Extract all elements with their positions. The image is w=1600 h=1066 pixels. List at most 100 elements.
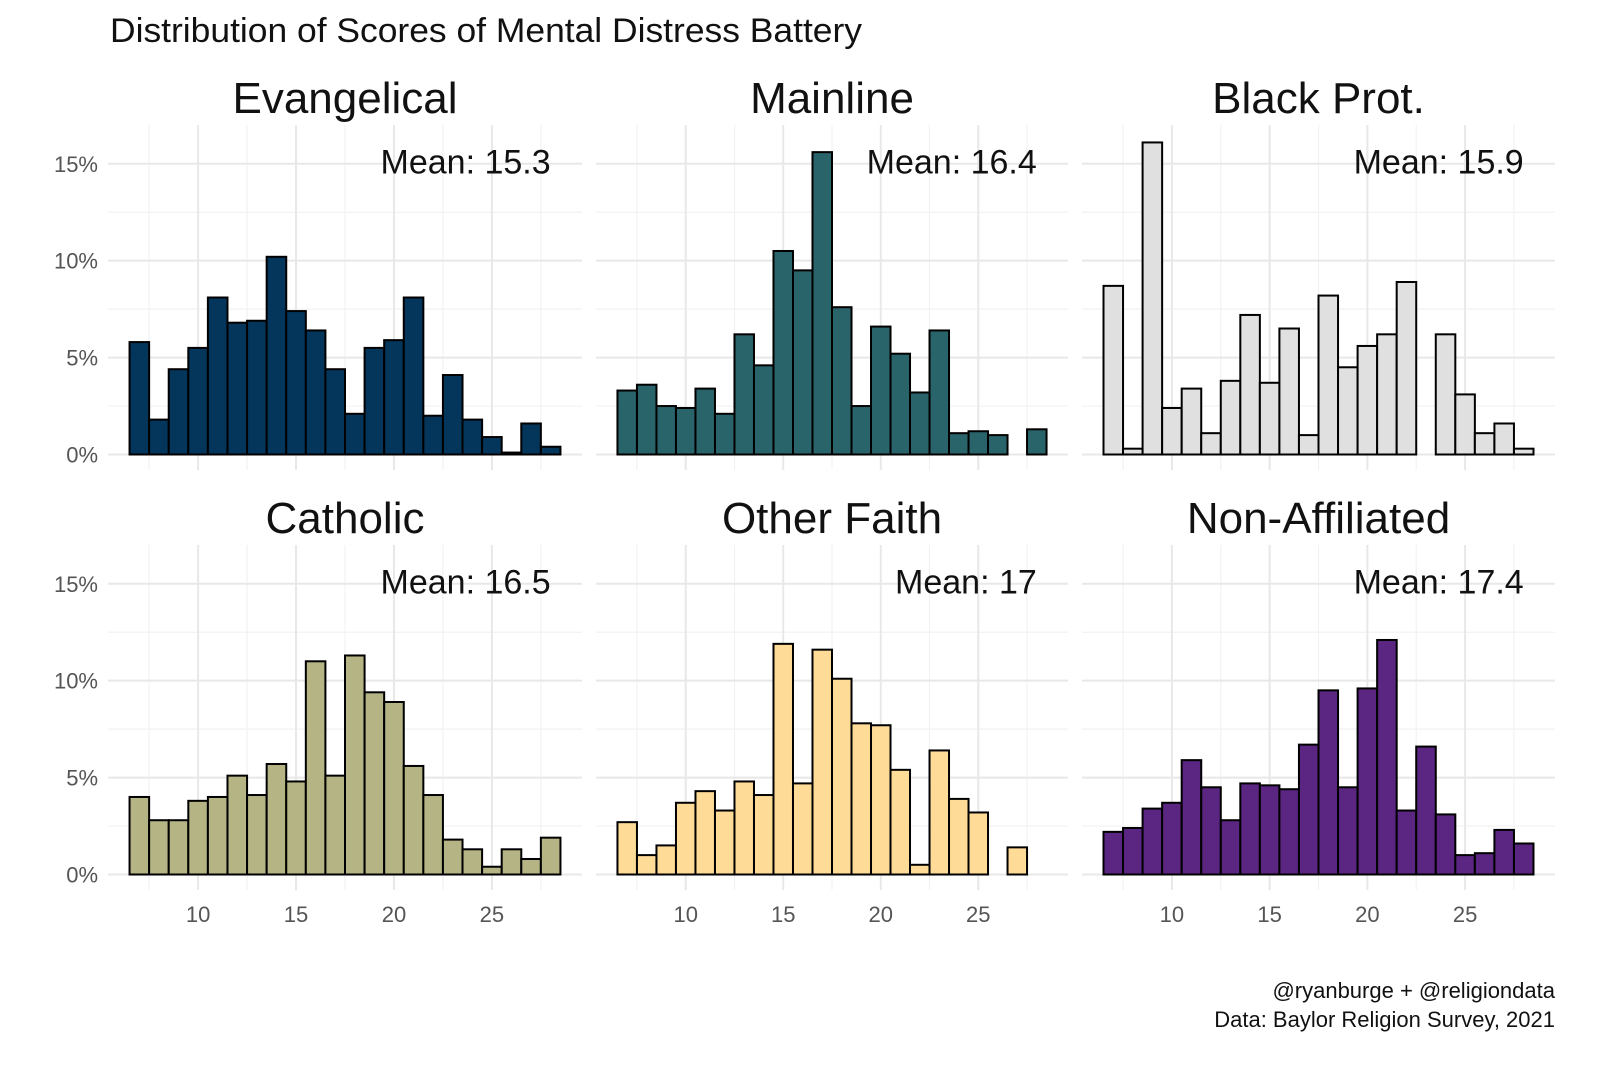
- histogram-bar: [383, 339, 405, 456]
- histogram-bar: [1376, 333, 1398, 456]
- histogram-bar: [889, 768, 912, 876]
- mean-label: Mean: 16.5: [381, 563, 551, 601]
- histogram-bar: [850, 405, 873, 456]
- histogram-bar: [422, 794, 444, 876]
- x-tick-label: 15: [284, 902, 308, 927]
- histogram-bar: [128, 795, 151, 876]
- histogram-bar: [246, 794, 268, 876]
- histogram-bar: [1200, 432, 1222, 456]
- y-tick-label: 5%: [66, 766, 98, 791]
- y-tick-label: 0%: [66, 442, 98, 467]
- y-tick-label: 15%: [54, 572, 98, 597]
- histogram-bar: [1219, 819, 1242, 876]
- histogram-bar: [870, 325, 892, 456]
- histogram-bar: [1161, 801, 1183, 876]
- histogram-bar: [1434, 333, 1457, 456]
- histogram-bar: [1434, 813, 1457, 876]
- histogram-bar: [128, 341, 151, 456]
- histogram-bar: [928, 329, 951, 456]
- panel-title: Other Faith: [722, 494, 942, 543]
- histogram-bar: [948, 797, 970, 876]
- histogram-bar: [1297, 434, 1320, 456]
- histogram-bar: [1258, 784, 1281, 876]
- histogram-bar: [655, 844, 677, 876]
- histogram-bar: [694, 790, 716, 876]
- histogram-bar: [967, 430, 990, 456]
- histogram-bar: [909, 863, 931, 876]
- histogram-bar: [1356, 687, 1379, 876]
- histogram-bar: [1454, 854, 1476, 876]
- histogram-bar: [616, 821, 638, 876]
- histogram-bar: [187, 799, 209, 876]
- histogram-bar: [616, 389, 638, 456]
- histogram-bar: [539, 836, 562, 876]
- x-tick-label: 10: [1160, 902, 1184, 927]
- y-tick-label: 10%: [54, 249, 98, 274]
- histogram-bar: [167, 819, 190, 876]
- histogram-bar: [791, 782, 814, 876]
- y-tick-label: 5%: [66, 346, 98, 371]
- x-tick-label: 15: [1257, 902, 1281, 927]
- panel-title: Black Prot.: [1212, 74, 1425, 123]
- panel-evangelical: Evangelical Mean: 15.3 0% 5% 10% 15%: [54, 74, 582, 470]
- histogram-bar: [831, 677, 853, 876]
- x-tick-label: 10: [186, 902, 210, 927]
- histogram-bar: [265, 763, 288, 876]
- histogram-bar: [1258, 381, 1281, 456]
- histogram-bar: [226, 321, 249, 456]
- histogram-bar: [363, 346, 386, 456]
- histogram-bar: [791, 269, 814, 456]
- histogram-bar: [1473, 432, 1496, 456]
- histogram-bar: [909, 391, 931, 456]
- histogram-bar: [539, 445, 562, 456]
- histogram-bar: [285, 780, 307, 876]
- histogram-bar: [1102, 830, 1125, 876]
- histogram-bar: [344, 654, 366, 876]
- histogram-bar: [1102, 284, 1125, 456]
- histogram-bar: [831, 306, 853, 456]
- panel-title: Mainline: [750, 74, 914, 123]
- x-tick-label: 20: [382, 902, 406, 927]
- histogram-bar: [324, 774, 346, 876]
- panel-non-affiliated: Non-Affiliated Mean: 17.4 10 15 20 25: [1082, 494, 1555, 927]
- histogram-bar: [1454, 393, 1476, 456]
- histogram-bar: [772, 249, 794, 456]
- mean-label: Mean: 16.4: [867, 143, 1037, 181]
- histogram-bar: [206, 296, 229, 456]
- histogram-bar: [1473, 852, 1496, 876]
- histogram-bar: [1239, 782, 1261, 876]
- histogram-bar: [1122, 447, 1144, 456]
- histogram-bar: [167, 368, 190, 456]
- histogram-bar: [324, 368, 346, 456]
- histogram-bar: [1512, 447, 1535, 456]
- histogram-bar: [811, 648, 833, 876]
- histogram-bar: [1317, 689, 1340, 876]
- y-tick-label: 0%: [66, 862, 98, 887]
- histogram-bar: [1278, 327, 1300, 456]
- y-tick-label: 15%: [54, 152, 98, 177]
- histogram-bar: [265, 255, 288, 456]
- panel-title: Non-Affiliated: [1187, 494, 1450, 543]
- histogram-bar: [1297, 743, 1320, 876]
- histogram-bar: [1200, 786, 1222, 876]
- histogram-bar: [752, 794, 775, 876]
- histogram-bar: [304, 329, 327, 456]
- histogram-bar: [850, 722, 873, 876]
- histogram-bar: [1219, 379, 1242, 456]
- x-tick-label: 15: [771, 902, 795, 927]
- histogram-bar: [772, 642, 794, 876]
- mean-label: Mean: 17.4: [1354, 563, 1524, 601]
- histogram-bar: [304, 660, 327, 876]
- mean-label: Mean: 17: [895, 563, 1037, 601]
- histogram-bar: [422, 414, 444, 456]
- histogram-bar: [1239, 313, 1261, 456]
- panel-catholic: Catholic Mean: 16.5 0% 5% 10% 15% 10 15 20 25: [54, 494, 582, 927]
- histogram-bar: [1395, 280, 1418, 456]
- chart-title: Distribution of Scores of Mental Distres…: [110, 12, 862, 50]
- panel-other-faith: Other Faith Mean: 17 10 15 20 25: [596, 494, 1068, 927]
- histogram-bar: [713, 412, 736, 456]
- histogram-bar: [713, 809, 736, 876]
- histogram-bar: [187, 346, 209, 456]
- histogram-bar: [733, 333, 755, 456]
